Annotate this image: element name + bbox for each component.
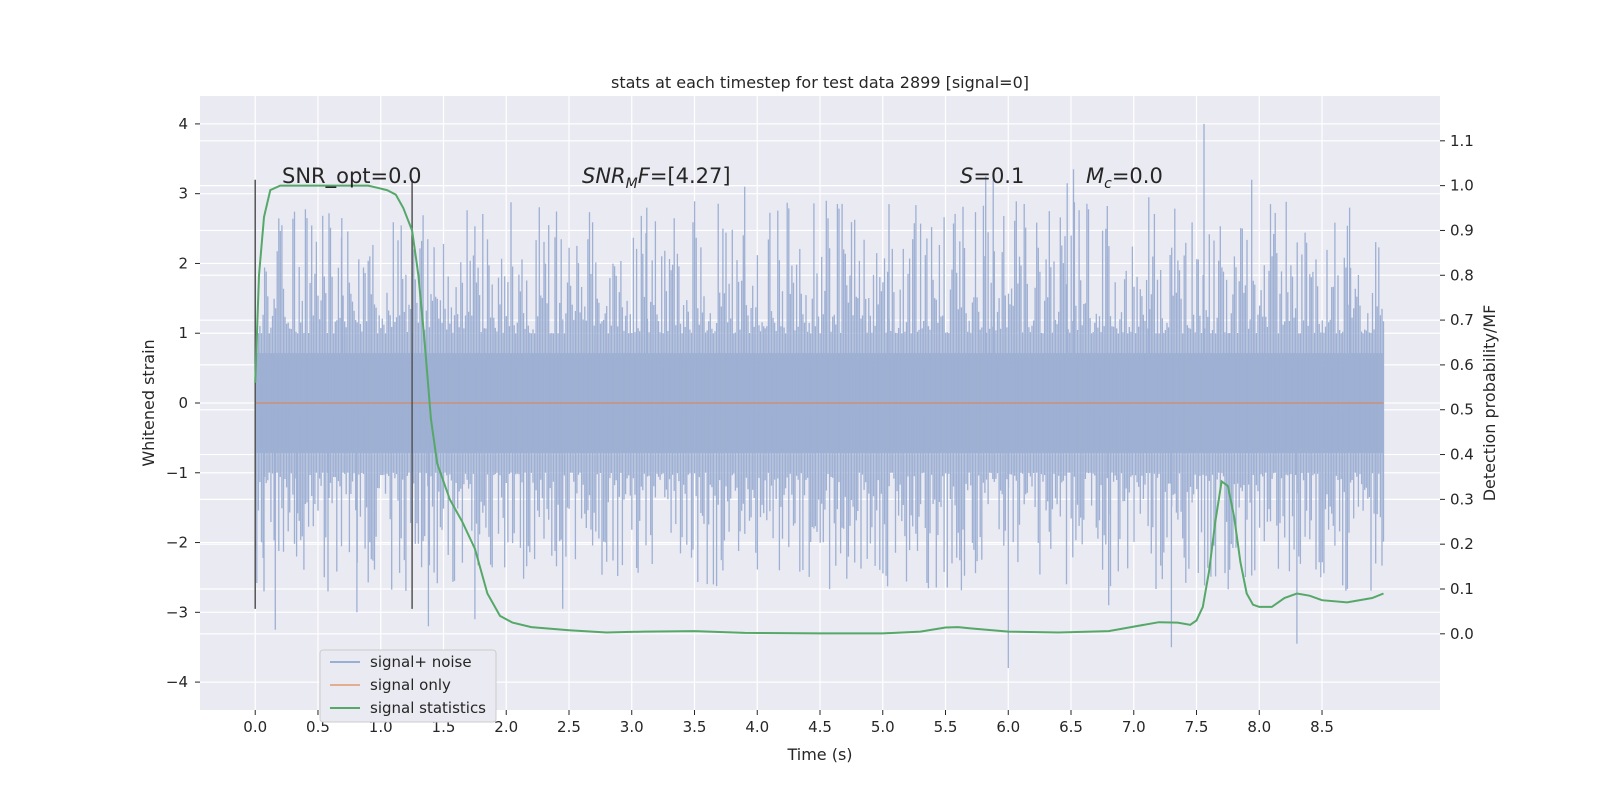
y-right-tick-label: 0.8 <box>1450 266 1474 284</box>
x-tick-label: 4.5 <box>808 718 832 736</box>
plot-area <box>254 123 1385 669</box>
x-tick-label: 5.5 <box>934 718 958 736</box>
y-right-tick-label: 0.9 <box>1450 221 1474 239</box>
y-left-tick-label: 2 <box>178 254 188 272</box>
x-axis-label: Time (s) <box>786 745 852 764</box>
y-right-tick-label: 0.4 <box>1450 446 1474 464</box>
annotation-snr-opt: SNR_opt=0.0 <box>282 164 422 189</box>
y-right-tick-label: 0.1 <box>1450 580 1474 598</box>
x-tick-label: 8.5 <box>1310 718 1334 736</box>
x-tick-label: 6.5 <box>1059 718 1083 736</box>
chart-title: stats at each timestep for test data 289… <box>611 73 1029 92</box>
annotation-mc: Mc=0.0 <box>1086 164 1163 192</box>
legend-box <box>319 649 497 723</box>
x-tick-label: 7.5 <box>1185 718 1209 736</box>
x-tick-label: 5.0 <box>871 718 895 736</box>
y-right-tick-label: 1.1 <box>1450 132 1474 150</box>
y-left-tick-label: −2 <box>166 534 188 552</box>
y-left-tick-label: 1 <box>178 324 188 342</box>
x-tick-label: 0.0 <box>243 718 267 736</box>
annotation-snr-mf: SNRMF=[4.27] <box>582 164 731 192</box>
y-right-tick-label: 0.6 <box>1450 356 1474 374</box>
y-right-tick-label: 0.5 <box>1450 401 1474 419</box>
x-tick-label: 4.0 <box>745 718 769 736</box>
legend: signal+ noise signal only signal statist… <box>319 649 497 723</box>
y-left-tick-label: 4 <box>178 115 188 133</box>
x-tick-label: 6.0 <box>996 718 1020 736</box>
y-axis-left-label: Whitened strain <box>139 339 158 466</box>
legend-label-signal-noise: signal+ noise <box>370 653 472 671</box>
y-left-tick-label: 3 <box>178 185 188 203</box>
x-tick-label: 3.0 <box>620 718 644 736</box>
x-tick-label: 3.5 <box>683 718 707 736</box>
y-right-tick-label: 0.7 <box>1450 311 1474 329</box>
y-left-tick-label: −4 <box>166 673 188 691</box>
y-left-tick-label: −1 <box>166 464 188 482</box>
legend-label-signal-only: signal only <box>370 676 451 694</box>
legend-label-signal-statistics: signal statistics <box>370 699 486 717</box>
annotations: SNR_opt=0.0 SNRMF=[4.27] S=0.1 Mc=0.0 <box>282 164 1163 192</box>
y-right-tick-label: 1.0 <box>1450 177 1474 195</box>
ticks: 0.0 0.5 1.0 1.5 2.0 2.5 3.0 3.5 4.0 4.5 5.0 5.5 6.0 6… <box>166 115 1474 736</box>
y-axis-right-label: Detection probability/MF <box>1480 305 1499 502</box>
x-tick-label: 2.0 <box>494 718 518 736</box>
y-right-tick-label: 0.0 <box>1450 625 1474 643</box>
x-tick-label: 7.0 <box>1122 718 1146 736</box>
x-tick-label: 8.0 <box>1247 718 1271 736</box>
annotation-s: S=0.1 <box>960 164 1024 188</box>
y-left-tick-label: −3 <box>166 603 188 621</box>
y-right-tick-label: 0.3 <box>1450 490 1474 508</box>
y-right-tick-label: 0.2 <box>1450 535 1474 553</box>
x-tick-label: 2.5 <box>557 718 581 736</box>
series-signal-statistics <box>254 184 1384 635</box>
y-left-tick-label: 0 <box>178 394 188 412</box>
